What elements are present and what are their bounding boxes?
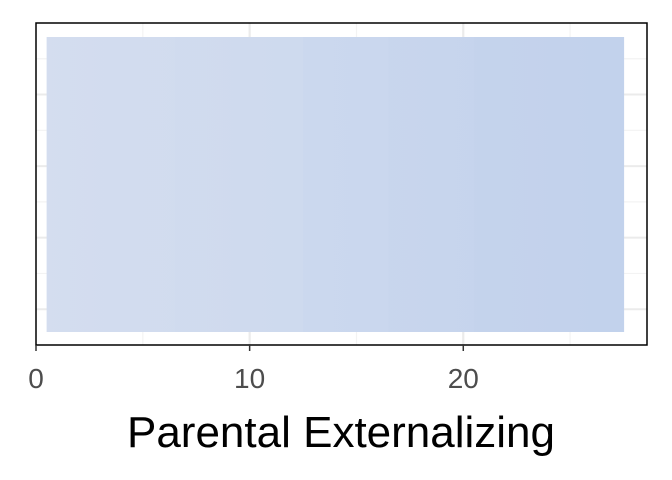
x-tick-label: 20: [448, 363, 479, 394]
heatmap-tiles: [46, 37, 625, 332]
heatmap-tile-gradient: [46, 37, 624, 332]
panel-border: [35, 22, 648, 346]
x-axis-ticks: 0 10 20: [28, 345, 479, 394]
x-tick-label: 10: [234, 363, 265, 394]
x-tick-label: 0: [28, 363, 44, 394]
x-axis-title: Parental Externalizing: [127, 408, 555, 457]
